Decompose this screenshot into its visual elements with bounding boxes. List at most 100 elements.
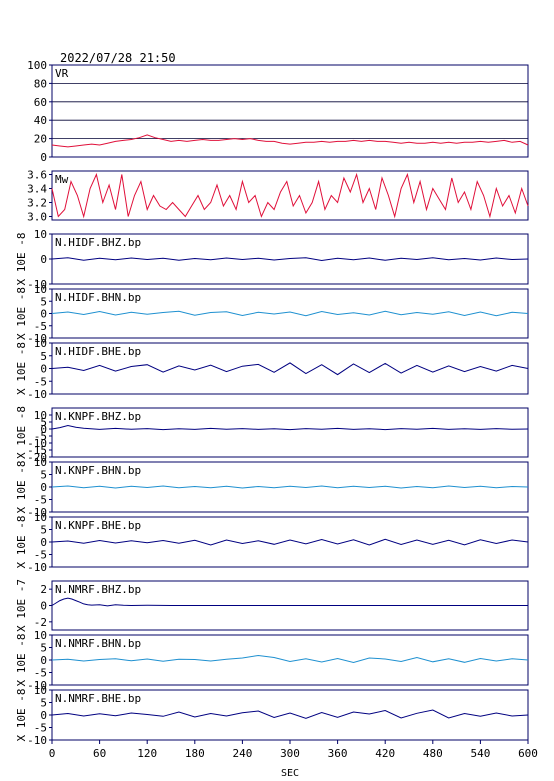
x-tick-label: 0 [49, 747, 56, 760]
y-tick-label: 10 [34, 409, 47, 422]
y-tick-label: -10 [27, 506, 47, 519]
panel-frame [51, 64, 529, 158]
y-tick-label: 0 [40, 151, 47, 164]
y-tick-label: 0 [40, 709, 47, 722]
x-tick-label: 120 [137, 747, 157, 760]
y-tick-label: 0 [40, 253, 47, 266]
series-line-vr [51, 134, 529, 148]
y-tick-label: -5 [34, 494, 47, 507]
series-line-n-hidf-bhe-bp [51, 362, 529, 376]
scale-label: X 10E -7 [15, 579, 28, 632]
series-line-n-knpf-bhz-bp [51, 424, 529, 431]
y-tick-label: 10 [34, 337, 47, 350]
y-tick-label: -10 [27, 679, 47, 692]
panel-n-nmrf-bhz-bp: -2 0 2 X 10E -7 N.NMRF.BHZ.bp [15, 579, 529, 632]
series-name: N.HIDF.BHE.bp [55, 345, 141, 358]
y-tick-label: 5 [40, 524, 47, 537]
y-tick-label: 5 [40, 469, 47, 482]
series-name: N.HIDF.BHN.bp [55, 291, 141, 304]
x-tick-label: 300 [280, 747, 300, 760]
y-tick-label: -10 [27, 437, 47, 450]
series-line-n-nmrf-bhz-bp [51, 597, 528, 607]
y-tick-label: 5 [40, 642, 47, 655]
y-tick-label: 10 [34, 228, 47, 241]
y-tick-label: 0 [40, 308, 47, 321]
y-tick-label: 10 [34, 684, 47, 697]
x-tick-label: 600 [518, 747, 538, 760]
y-tick-label: 10 [34, 629, 47, 642]
scale-label: X 10E -8 [15, 233, 28, 286]
scale-label: X 10E -8 [15, 634, 28, 687]
y-tick-label: 5 [40, 350, 47, 363]
x-tick-label: 240 [232, 747, 252, 760]
y-tick-label: -5 [34, 430, 47, 443]
y-tick-label: 3.2 [27, 197, 47, 210]
y-tick-label: 5 [40, 416, 47, 429]
y-tick-label: -15 [27, 444, 47, 457]
x-tick-label: 540 [470, 747, 490, 760]
series-line-n-knpf-bhn-bp [51, 485, 529, 489]
y-tick-label: 5 [40, 697, 47, 710]
series-name: N.NMRF.BHN.bp [55, 637, 141, 650]
y-tick-label: -5 [34, 722, 47, 735]
series-line-n-hidf-bhz-bp [51, 257, 529, 262]
y-tick-label: -10 [27, 734, 47, 747]
y-tick-label: 0 [40, 423, 47, 436]
y-tick-label: 3.0 [27, 211, 47, 224]
panel-n-hidf-bhz-bp: -10 0 10 X 10E -8 N.HIDF.BHZ.bp [15, 228, 529, 291]
y-tick-label: -5 [34, 320, 47, 333]
panel-mw: 3.03.23.43.6 Mw [27, 169, 529, 224]
panel-frame [51, 407, 529, 458]
y-tick-label: 10 [34, 456, 47, 469]
series-name: N.KNPF.BHZ.bp [55, 410, 141, 423]
y-tick-label: 40 [34, 114, 47, 127]
y-tick-label: 0 [40, 481, 47, 494]
scale-label: X 10E -8 [15, 406, 28, 459]
series-line-n-nmrf-bhn-bp [51, 654, 529, 664]
x-tick-label: 420 [375, 747, 395, 760]
series-line-n-knpf-bhe-bp [51, 538, 529, 546]
scale-label: X 10E -8 [15, 461, 28, 514]
series-name: Mw [55, 173, 69, 186]
x-tick-label: 360 [328, 747, 348, 760]
x-tick-label: 60 [93, 747, 106, 760]
panel-vr: 0 20 40 60 80 100 VR [27, 59, 529, 164]
y-tick-label: 60 [34, 96, 47, 109]
scale-label: X 10E -8 [15, 342, 28, 395]
y-tick-label: -2 [34, 616, 47, 629]
panel-frame [51, 170, 529, 221]
y-tick-label: -10 [27, 388, 47, 401]
x-axis-ticks: 0 60 120 180 240 300 360 420 480 540 600 [49, 740, 538, 760]
scale-label: X 10E -8 [15, 516, 28, 569]
series-line-n-hidf-bhn-bp [51, 310, 529, 317]
scale-label: X 10E -8 [15, 287, 28, 340]
y-tick-label: 100 [27, 59, 47, 72]
series-line-n-nmrf-bhe-bp [51, 709, 529, 719]
y-tick-label: -10 [27, 278, 47, 291]
y-tick-label: 0 [40, 600, 47, 613]
y-tick-label: -5 [34, 549, 47, 562]
series-line-mw [51, 172, 529, 219]
y-tick-label: 0 [40, 536, 47, 549]
x-axis-label: SEC [281, 768, 299, 779]
timestamp-title: 2022/07/28 21:50 [60, 51, 176, 65]
series-name: N.KNPF.BHE.bp [55, 519, 141, 532]
series-name: VR [55, 67, 69, 80]
scale-label: X 10E -8 [15, 689, 28, 742]
y-tick-label: -5 [34, 667, 47, 680]
y-tick-label: -10 [27, 332, 47, 345]
y-tick-label: 0 [40, 363, 47, 376]
y-tick-label: -20 [27, 451, 47, 464]
series-name: N.NMRF.BHZ.bp [55, 583, 141, 596]
y-tick-label: 10 [34, 511, 47, 524]
y-tick-label: 5 [40, 295, 47, 308]
x-tick-label: 180 [185, 747, 205, 760]
